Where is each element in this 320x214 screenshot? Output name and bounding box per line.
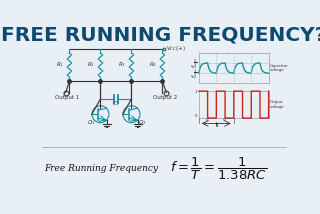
Text: $R_4$: $R_4$ bbox=[149, 61, 157, 69]
Text: Output 2: Output 2 bbox=[153, 95, 177, 100]
Text: 1: 1 bbox=[195, 90, 197, 94]
Text: T: T bbox=[214, 123, 218, 128]
Text: FREE RUNNING FREQUENCY?: FREE RUNNING FREQUENCY? bbox=[1, 25, 320, 45]
Text: $Q_1$: $Q_1$ bbox=[87, 118, 96, 127]
Text: $\frac{2}{3}$: $\frac{2}{3}$ bbox=[193, 57, 197, 69]
Text: $R_2$: $R_2$ bbox=[87, 61, 95, 69]
Text: $C_1$: $C_1$ bbox=[112, 99, 120, 108]
Text: $Q_2$: $Q_2$ bbox=[138, 118, 146, 127]
Text: Vcc: Vcc bbox=[191, 65, 197, 69]
Text: Output 1: Output 1 bbox=[55, 95, 79, 100]
Text: $\frac{1}{3}$: $\frac{1}{3}$ bbox=[193, 67, 197, 79]
Text: $t_2$: $t_2$ bbox=[222, 116, 228, 124]
Text: 0: 0 bbox=[195, 114, 197, 117]
Text: Vcc: Vcc bbox=[191, 75, 197, 79]
Text: $V_{CC}(+)$: $V_{CC}(+)$ bbox=[166, 44, 186, 53]
Text: Free Running Frequency: Free Running Frequency bbox=[44, 164, 158, 173]
Text: Output
voltage: Output voltage bbox=[270, 100, 285, 109]
Text: $t_1$: $t_1$ bbox=[205, 116, 210, 124]
Text: Capacitor
voltage: Capacitor voltage bbox=[270, 64, 289, 72]
Text: $R_1$: $R_1$ bbox=[56, 61, 64, 69]
Text: $R_3$: $R_3$ bbox=[118, 61, 126, 69]
Text: $f = \dfrac{1}{T} = \dfrac{1}{1.38RC}$: $f = \dfrac{1}{T} = \dfrac{1}{1.38RC}$ bbox=[170, 156, 267, 182]
